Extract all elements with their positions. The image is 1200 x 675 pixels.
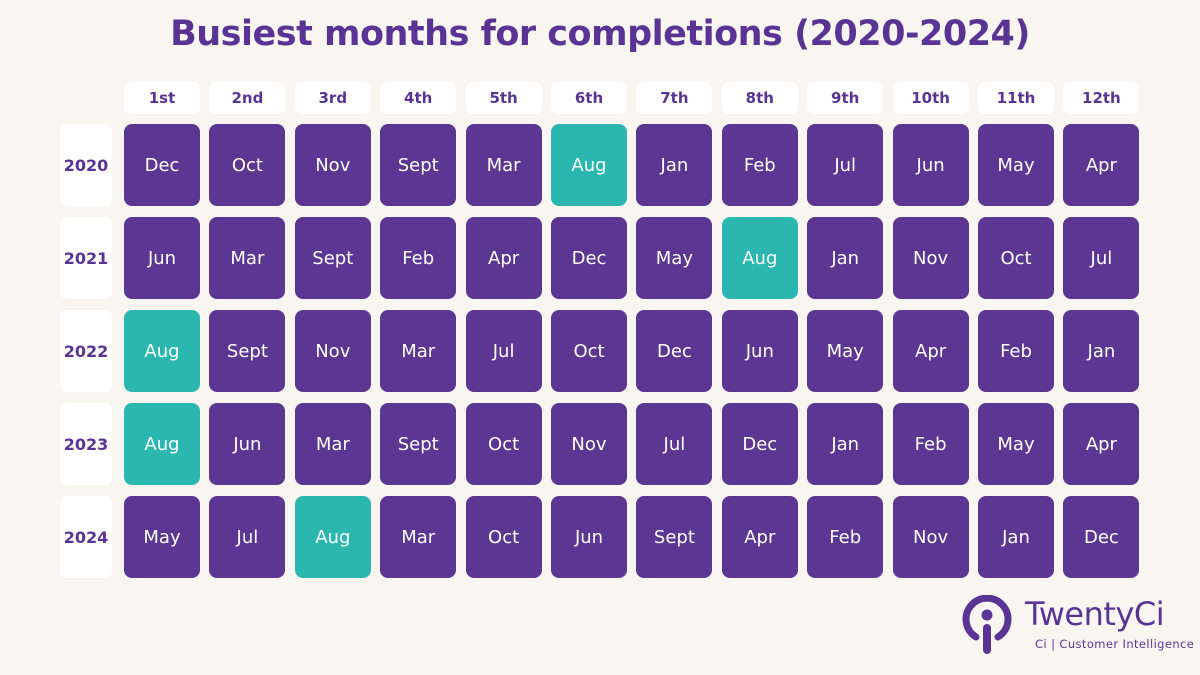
month-cell: Jul	[1063, 217, 1140, 299]
column-header-rank: 12th	[1063, 82, 1140, 114]
column-header-rank: 4th	[380, 82, 457, 114]
column-header-rank: 7th	[636, 82, 713, 114]
month-cell: Nov	[892, 496, 969, 578]
row-header-year: 2021	[60, 217, 112, 299]
month-cell: Dec	[551, 217, 627, 299]
column-header-rank: 3rd	[294, 82, 371, 114]
month-cell: May	[807, 310, 884, 392]
month-cell: Feb	[892, 403, 969, 485]
logo-tagline: Ci | Customer Intelligence	[1035, 637, 1195, 651]
month-cell: Jun	[892, 124, 969, 206]
row-header-year: 2022	[60, 310, 112, 392]
month-cell: Jul	[636, 403, 713, 485]
chart-title: Busiest months for completions (2020-202…	[170, 14, 1030, 54]
month-cell: Mar	[209, 217, 286, 299]
month-cell-highlighted: Aug	[294, 496, 371, 578]
month-cell: Mar	[465, 124, 542, 206]
month-cell: Oct	[465, 403, 542, 485]
month-cell: Apr	[721, 496, 798, 578]
month-cell: May	[978, 124, 1054, 206]
month-cell: Jan	[807, 217, 884, 299]
month-cell: Oct	[209, 124, 286, 206]
month-cell: Dec	[636, 310, 713, 392]
month-cell: Apr	[465, 217, 542, 299]
month-cell: Oct	[465, 496, 542, 578]
month-cell: Jun	[721, 310, 798, 392]
month-cell-highlighted: Aug	[124, 310, 200, 392]
month-cell: Mar	[294, 403, 371, 485]
month-cell: Apr	[1063, 124, 1140, 206]
column-header-rank: 2nd	[209, 82, 286, 114]
month-cell: Feb	[807, 496, 884, 578]
month-cell: Nov	[892, 217, 969, 299]
month-cell: Jun	[124, 217, 200, 299]
row-header-year: 2023	[60, 403, 112, 485]
row-header-year: 2024	[60, 496, 112, 578]
column-header-rank: 11th	[978, 82, 1054, 114]
month-cell: Feb	[978, 310, 1054, 392]
month-cell: Mar	[380, 310, 457, 392]
column-header-rank: 9th	[807, 82, 884, 114]
column-header-rank: 10th	[892, 82, 969, 114]
month-cell-highlighted: Aug	[124, 403, 200, 485]
month-cell: May	[636, 217, 713, 299]
month-cell: Apr	[1063, 403, 1140, 485]
month-cell: Dec	[1063, 496, 1140, 578]
logo-wordmark: TwentyCi	[1025, 595, 1165, 633]
month-cell: Sept	[636, 496, 713, 578]
month-cell: Sept	[380, 403, 457, 485]
month-cell: Sept	[294, 217, 371, 299]
month-cell: Oct	[551, 310, 627, 392]
month-cell: Jan	[978, 496, 1054, 578]
month-cell: Mar	[380, 496, 457, 578]
month-cell-highlighted: Aug	[721, 217, 798, 299]
month-cell: Sept	[380, 124, 457, 206]
twentyci-logo-mark-icon	[962, 595, 1012, 654]
month-cell: Feb	[380, 217, 457, 299]
month-cell: Nov	[294, 124, 371, 206]
month-cell: Jun	[209, 403, 286, 485]
month-cell: May	[978, 403, 1054, 485]
month-cell: Jul	[209, 496, 286, 578]
column-header-rank: 6th	[551, 82, 627, 114]
month-cell: Jan	[807, 403, 884, 485]
column-header-rank: 1st	[124, 82, 200, 114]
month-cell: Sept	[209, 310, 286, 392]
month-cell: Oct	[978, 217, 1054, 299]
month-cell: May	[124, 496, 200, 578]
month-cell: Dec	[721, 403, 798, 485]
column-header-rank: 8th	[721, 82, 798, 114]
month-cell: Feb	[721, 124, 798, 206]
month-cell: Nov	[551, 403, 627, 485]
column-header-rank: 5th	[465, 82, 542, 114]
month-cell: Jul	[807, 124, 884, 206]
month-cell: Apr	[892, 310, 969, 392]
row-header-year: 2020	[60, 124, 112, 206]
twentyci-logo: TwentyCi Ci | Customer Intelligence	[962, 595, 1195, 660]
month-cell: Nov	[294, 310, 371, 392]
month-cell: Jan	[1063, 310, 1140, 392]
month-cell: Jun	[551, 496, 627, 578]
month-cell: Jan	[636, 124, 713, 206]
month-cell: Dec	[124, 124, 200, 206]
month-cell-highlighted: Aug	[551, 124, 627, 206]
month-cell: Jul	[465, 310, 542, 392]
